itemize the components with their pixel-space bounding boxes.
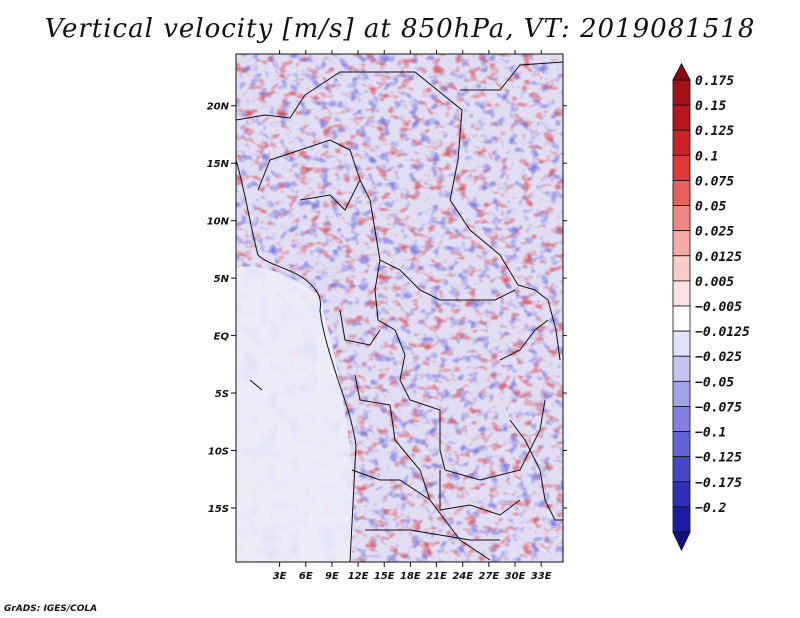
lat-tick-label: 10S (208, 447, 229, 458)
colorbar-swatch (672, 205, 691, 232)
lon-tick-label: 21E (426, 571, 447, 582)
colorbar-bottom-arrow (672, 531, 691, 552)
lat-tick-label: 10N (207, 217, 230, 228)
colorbar-label: −0.175 (695, 476, 742, 491)
colorbar: 0.175 0.15 0.125 0.1 0.075 0.05 0.025 0.0125 0.0… (672, 62, 750, 552)
lon-tick-label: 15E (374, 571, 395, 582)
lat-tick-label: 5S (215, 389, 229, 400)
colorbar-label: −0.005 (695, 300, 742, 315)
lon-tick-label: 18E (400, 571, 421, 582)
lon-tick-label: 30E (505, 571, 526, 582)
colorbar-label: 0.005 (695, 275, 734, 290)
colorbar-label: 0.125 (695, 124, 734, 139)
colorbar-swatch (672, 230, 691, 257)
colorbar-swatch (672, 129, 691, 156)
colorbar-label: 0.025 (695, 225, 734, 240)
colorbar-swatch (672, 355, 691, 382)
colorbar-label: 0.075 (695, 174, 734, 189)
colorbar-label: 0.05 (695, 200, 726, 215)
colorbar-label: 0.0125 (695, 250, 742, 265)
lat-tick-label: 15S (208, 504, 229, 515)
lon-tick-label: 6E (299, 571, 313, 582)
longitude-ticks: 3E 6E 9E 12E 15E 18E 21E 24E 27E 30E 33E (273, 50, 552, 582)
velocity-field (236, 54, 563, 562)
colorbar-label: −0.025 (695, 350, 742, 365)
colorbar-swatch (672, 380, 691, 407)
lon-tick-label: 12E (348, 571, 369, 582)
colorbar-swatch (672, 180, 691, 206)
lat-tick-label: 20N (207, 102, 230, 113)
map-frame (235, 53, 564, 563)
colorbar-label: 0.175 (695, 74, 734, 89)
colorbar-label: −0.05 (695, 375, 734, 390)
colorbar-swatch (672, 481, 691, 508)
colorbar-label: −0.1 (695, 426, 726, 441)
lon-tick-label: 9E (325, 571, 339, 582)
coastlines-and-borders (236, 61, 563, 562)
colorbar-label: −0.2 (695, 501, 726, 516)
lon-tick-label: 24E (452, 571, 473, 582)
latitude-ticks: 20N 15N 10N 5N EQ 5S 10S 15S (207, 102, 567, 515)
lon-tick-label: 27E (479, 571, 500, 582)
colorbar-swatch (672, 104, 691, 131)
colorbar-swatch (672, 431, 691, 458)
colorbar-label: −0.125 (695, 451, 742, 466)
colorbar-swatch (672, 280, 691, 307)
lat-tick-label: 15N (207, 159, 230, 170)
colorbar-swatch (672, 330, 691, 357)
lat-tick-label: EQ (214, 332, 230, 343)
colorbar-label: 0.15 (695, 99, 726, 114)
colorbar-swatch (672, 255, 691, 282)
colorbar-swatch (672, 406, 691, 432)
lat-tick-label: 5N (214, 274, 230, 285)
colorbar-swatch (672, 154, 691, 181)
colorbar-swatch (672, 305, 691, 332)
colorbar-swatch (672, 456, 691, 483)
colorbar-swatch (672, 79, 691, 106)
lon-tick-label: 3E (273, 571, 287, 582)
lon-tick-label: 33E (531, 571, 552, 582)
grads-credit: GrADS: IGES/COLA (4, 604, 98, 614)
map-title: Vertical velocity [m/s] at 850hPa, VT: 2… (44, 14, 756, 44)
colorbar-top-arrow (672, 62, 691, 81)
colorbar-label: −0.075 (695, 400, 742, 415)
colorbar-swatch (672, 506, 691, 533)
colorbar-label: 0.1 (695, 149, 718, 164)
colorbar-label: −0.0125 (695, 325, 750, 340)
